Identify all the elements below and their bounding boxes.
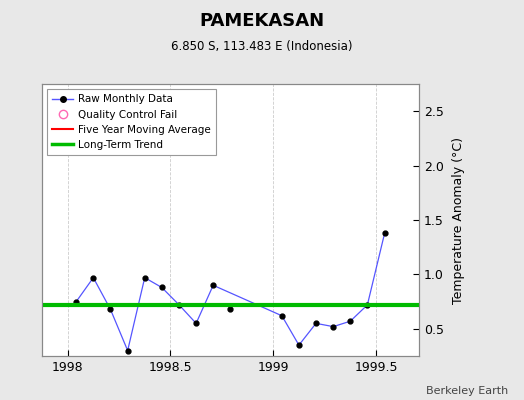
Text: 6.850 S, 113.483 E (Indonesia): 6.850 S, 113.483 E (Indonesia) [171, 40, 353, 53]
Text: Berkeley Earth: Berkeley Earth [426, 386, 508, 396]
Legend: Raw Monthly Data, Quality Control Fail, Five Year Moving Average, Long-Term Tren: Raw Monthly Data, Quality Control Fail, … [47, 89, 216, 155]
Y-axis label: Temperature Anomaly (°C): Temperature Anomaly (°C) [452, 136, 465, 304]
Text: PAMEKASAN: PAMEKASAN [200, 12, 324, 30]
